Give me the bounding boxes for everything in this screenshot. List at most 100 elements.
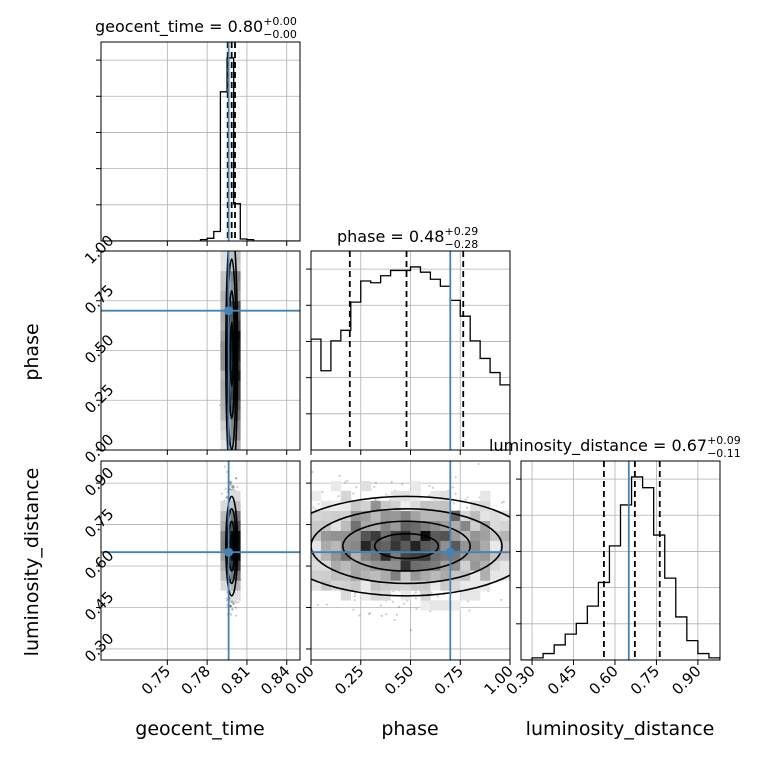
scatter-point xyxy=(235,477,238,480)
scatter-point xyxy=(380,614,383,617)
panel-content xyxy=(311,461,510,660)
scatter-point xyxy=(235,601,238,604)
scatter-point xyxy=(390,481,393,484)
scatter-point xyxy=(451,486,455,489)
scatter-point xyxy=(231,486,235,489)
scatter-point xyxy=(230,485,233,488)
density-cell xyxy=(220,270,231,282)
truth-marker xyxy=(224,547,234,557)
scatter-point xyxy=(229,600,233,603)
scatter-point xyxy=(374,498,377,501)
tick-label-x-geocent-time: 0.75 xyxy=(138,662,174,698)
contour-level-0 xyxy=(229,532,234,560)
scatter-point xyxy=(466,506,469,509)
scatter-point xyxy=(395,613,398,616)
density-cell xyxy=(230,570,241,581)
truth-marker xyxy=(224,306,234,316)
scatter-point xyxy=(229,481,232,484)
scatter-point xyxy=(316,603,319,606)
scatter-point xyxy=(234,606,238,609)
density-cell xyxy=(220,510,231,521)
panel-phase-vs-phase xyxy=(306,250,511,455)
scatter-point xyxy=(230,483,233,486)
density-cell xyxy=(220,420,231,431)
tick-label-y-phase: 0.25 xyxy=(81,381,117,417)
scatter-point xyxy=(436,595,439,598)
scatter-point xyxy=(311,470,314,474)
tick-label-y-phase: 1.00 xyxy=(81,231,117,267)
density-cell xyxy=(220,280,231,292)
scatter-point xyxy=(233,600,236,603)
density-cell xyxy=(230,270,241,282)
density-cell xyxy=(230,490,241,502)
density-cell xyxy=(230,590,241,601)
contour-level-0 xyxy=(229,321,234,388)
scatter-point xyxy=(346,479,349,483)
scatter-point xyxy=(337,495,340,498)
tick-label-y-luminosity-distance: 0.75 xyxy=(81,505,117,541)
panels-layer: 0.000.250.500.751.000.75 0.78 0.81 0.840.30… xyxy=(81,41,721,698)
scatter-point xyxy=(231,486,234,489)
scatter-point xyxy=(231,607,234,611)
scatter-point xyxy=(225,599,228,602)
histogram-geocent-time xyxy=(101,57,300,241)
scatter-point xyxy=(317,502,320,506)
scatter-point xyxy=(231,484,234,488)
panel-geocent-time-vs-geocent-time xyxy=(96,41,301,246)
density-cell xyxy=(220,440,231,450)
scatter-point xyxy=(402,602,406,605)
tick-label-y-luminosity-distance: 0.90 xyxy=(81,464,117,500)
panel-content xyxy=(101,42,300,241)
scatter-point xyxy=(355,486,358,489)
scatter-point xyxy=(229,605,232,608)
panel-content xyxy=(101,251,300,450)
scatter-point xyxy=(236,485,239,488)
scatter-point xyxy=(225,456,227,458)
tick-label-y-phase: 0.50 xyxy=(81,331,117,367)
scatter-point xyxy=(414,591,417,594)
scatter-point xyxy=(367,612,371,615)
scatter-point xyxy=(231,601,234,604)
scatter-point xyxy=(225,496,228,499)
scatter-point xyxy=(344,481,347,484)
scatter-point xyxy=(225,597,228,600)
scatter-point xyxy=(454,492,457,495)
density-cell xyxy=(220,290,231,302)
panel-frame xyxy=(100,460,301,661)
scatter-point xyxy=(325,603,328,606)
contour-level-3 xyxy=(225,495,239,597)
density-cell xyxy=(220,570,231,581)
scatter-point xyxy=(237,601,240,604)
contour-level-2 xyxy=(226,258,237,450)
scatter-point xyxy=(232,488,236,491)
scatter-point xyxy=(454,476,457,479)
scatter-point xyxy=(312,506,315,509)
scatter-point xyxy=(468,609,471,612)
scatter-point xyxy=(353,599,356,602)
scatter-point xyxy=(229,481,233,484)
scatter-point xyxy=(220,492,223,495)
scatter-point xyxy=(466,496,469,499)
scatter-point xyxy=(230,613,233,616)
panel-content xyxy=(101,456,300,660)
scatter-point xyxy=(229,605,232,608)
panel-frame xyxy=(100,41,301,242)
scatter-point xyxy=(353,592,357,595)
density-cell xyxy=(230,510,241,521)
tick-label-y-luminosity-distance: 0.45 xyxy=(81,588,117,624)
tick-label-x-geocent-time: 0.78 xyxy=(178,662,214,698)
scatter-point xyxy=(231,608,234,611)
contour-level-3 xyxy=(225,251,239,450)
scatter-point xyxy=(233,602,236,605)
tick-label-x-geocent-time: 0.81 xyxy=(217,662,253,698)
density-cell xyxy=(220,430,231,441)
histogram-phase xyxy=(311,266,510,450)
scatter-point xyxy=(229,483,232,486)
scatter-point xyxy=(385,613,388,616)
scatter-point xyxy=(232,602,235,606)
panel-content xyxy=(311,251,510,450)
density-cell xyxy=(220,251,231,262)
panel-luminosity-distance-vs-geocent-time: 0.75 0.78 0.81 0.840.300.450.600.750.90 xyxy=(81,456,301,698)
scatter-point xyxy=(231,488,234,492)
scatter-point xyxy=(234,614,238,617)
